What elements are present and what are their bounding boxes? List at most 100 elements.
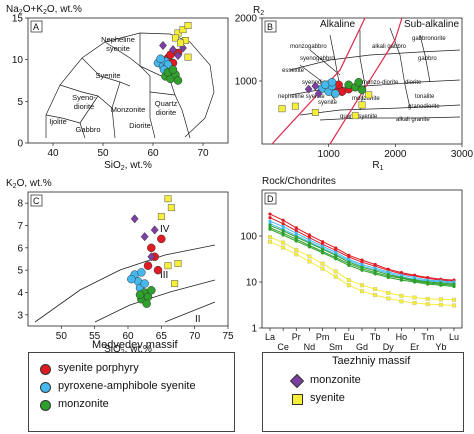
panel-b-field-label: gabbro — [418, 56, 437, 62]
panel-c-points — [127, 195, 182, 308]
panel-a-xtick-label: 40 — [47, 148, 59, 159]
panel-c-xtick-label: 55 — [89, 331, 101, 342]
panel-b-subalkaline-label: Sub-alkaline — [404, 19, 459, 30]
panel-b-ylabel: R2 — [253, 5, 264, 17]
panel-a-field-label: Quartz — [155, 99, 178, 108]
panel-b-point-monzonite — [357, 85, 367, 95]
panel-c-point-monzonite — [150, 225, 159, 235]
legend-label: monzonite — [310, 374, 361, 386]
panel-d-series-point — [373, 272, 377, 276]
svg-text:D: D — [267, 194, 274, 204]
panel-d-series-point — [268, 223, 272, 227]
legend-medvedev-title: Medvedev massif — [92, 339, 178, 351]
panel-a-ylabel: Na2O+K2O, wt.% — [6, 4, 82, 16]
panel-b-field-label: syenodiorite — [302, 80, 335, 86]
panel-d-series-point — [268, 216, 272, 220]
panel-c-point-syenite — [164, 262, 172, 270]
panel-b-xtick-label: 2000 — [384, 149, 407, 160]
panel-d-series-point — [425, 296, 430, 301]
panel-d-series-point — [268, 212, 272, 216]
panel-b-field-label: syenite — [318, 100, 338, 106]
panel-c-point-syenite-porphyry — [147, 243, 156, 253]
panel-a-ylabel-part: 2 — [19, 9, 23, 16]
panel-a-point-syenite — [184, 53, 192, 61]
panel-b-letter: B — [264, 20, 277, 33]
panel-d-series-point — [373, 287, 378, 292]
panel-c-point-monzonite — [140, 232, 149, 242]
panel-c-ytick-label: 3 — [17, 310, 23, 321]
panel-b-ylabel-part: 2 — [260, 10, 264, 17]
panel-a-xlabel-part: SiO — [104, 160, 121, 171]
svg-text:C: C — [33, 196, 40, 206]
panel-c-xtick-label: 60 — [122, 331, 134, 342]
panel-b-field-label: tonalite — [415, 94, 435, 100]
panel-b-field-label: nepheline syenite — [278, 94, 325, 100]
panel-a-point-pyroxene-amphibole-syenite — [156, 54, 165, 64]
panel-a-frame — [27, 17, 229, 144]
panel-b-xlabel-part: 1 — [380, 165, 384, 172]
legend-label: pyroxene-amphibole syenite — [58, 380, 196, 392]
panel-c-point-monzonite — [147, 286, 156, 295]
panel-c-field-label: II — [195, 314, 201, 325]
panel-d-series-point — [307, 241, 312, 245]
panel-b-field-label: quartz syenite — [340, 114, 378, 120]
panel-a-point-monzonite — [168, 65, 178, 74]
panel-d-series-point — [294, 231, 298, 235]
panel-b-point-syenite — [365, 91, 373, 99]
panel-b-point-pyroxene-amphibole-syenite — [331, 89, 340, 98]
panel-a-field-label: Ijolite — [49, 117, 67, 126]
panel-b-points — [278, 78, 373, 120]
panel-d-xtick-label: Gd — [356, 342, 368, 352]
panel-a-field-label: Diorite — [129, 121, 151, 130]
legend-taezhniy-title: Taezhniy massif — [332, 355, 411, 367]
panel-c-xtick-label: 50 — [56, 331, 68, 342]
svg-text:A: A — [33, 22, 39, 32]
panel-d-xtick-label: Ce — [277, 342, 289, 352]
panel-d-series-point — [438, 297, 443, 302]
panel-a-ylabel-part: O+K — [23, 4, 44, 15]
panel-d-series-point — [281, 233, 285, 237]
panel-b-xlabel: R1 — [372, 160, 383, 172]
panel-c-letter: C — [30, 194, 43, 207]
panel-d-ytick-label: 1 — [251, 324, 257, 335]
panel-d-series-point — [281, 222, 285, 226]
legend-marker-monzonite — [40, 400, 51, 411]
panel-a-letter: A — [30, 20, 43, 33]
panel-d-series-point — [307, 233, 312, 237]
panel-c-point-syenite-porphyry — [143, 261, 153, 270]
panel-a-point-monzonite — [173, 76, 183, 85]
panel-d-ylabel: Rock/Chondrites — [262, 176, 336, 187]
panel-d-series-point — [438, 302, 443, 307]
panel-c-point-monzonite — [130, 214, 139, 224]
svg-text:B: B — [267, 22, 273, 32]
panel-b-xlabel-part: R — [372, 160, 379, 171]
panel-a-ylabel-part: 2 — [43, 9, 47, 16]
legend-label: monzonite — [58, 398, 109, 410]
panel-c-field-label: III — [160, 270, 168, 281]
panel-d-series-point — [268, 219, 272, 223]
panel-d-series-point — [346, 278, 351, 283]
panel-d-axes: Rock/Chondrites110100LaCePrNdPmSmEuGdTbD… — [240, 176, 459, 352]
panel-c-point-syenite — [157, 213, 165, 221]
panel-c-field-label: IV — [160, 224, 170, 235]
panel-b-point-syenite — [278, 105, 286, 113]
panel-d-series-point — [294, 235, 298, 239]
panel-c-ytick-label: 7 — [17, 221, 23, 232]
panel-c-point-pyroxene-amphibole-syenite — [137, 268, 146, 277]
panel-d-series-point — [334, 246, 338, 250]
panel-c-ytick-label: 8 — [17, 199, 23, 210]
panel-b-alkaline-label: Alkaline — [320, 19, 355, 30]
panel-d-series-point — [281, 218, 285, 222]
panel-d-series-point — [346, 283, 351, 288]
panel-d-series-point — [452, 303, 456, 308]
panel-a-field-label: syenite — [106, 44, 130, 53]
panel-b-point-monzonite — [311, 81, 320, 91]
panel-c-xtick-label: 65 — [156, 331, 168, 342]
legend-marker-syenite — [292, 394, 303, 405]
panel-b-xtick-label: 1000 — [318, 149, 341, 160]
panel-d-series-point — [320, 251, 325, 255]
panel-b-ytick-label: 1000 — [235, 77, 258, 88]
panel-d-series-point — [294, 239, 298, 243]
panel-b-field-label: essexite — [282, 68, 305, 74]
